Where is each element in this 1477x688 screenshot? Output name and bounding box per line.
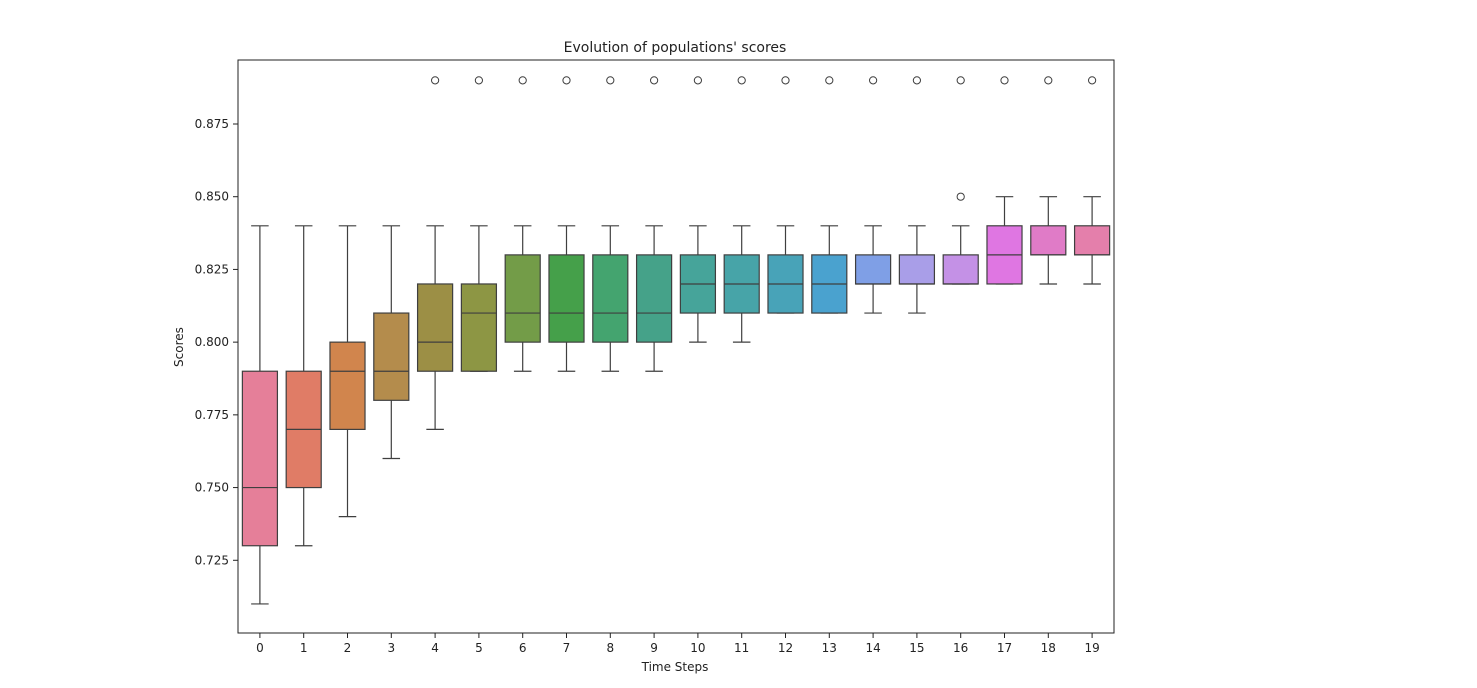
chart-title: Evolution of populations' scores <box>564 40 787 56</box>
y-tick-label: 0.775 <box>195 408 229 422</box>
x-tick-label: 0 <box>256 641 264 655</box>
box-body <box>241 370 279 547</box>
x-tick-label: 7 <box>563 641 571 655</box>
x-tick-label: 19 <box>1084 641 1099 655</box>
box-group <box>1030 76 1067 285</box>
x-tick-label: 11 <box>734 641 749 655</box>
outlier-point <box>693 76 703 85</box>
outlier-point <box>956 192 965 201</box>
outlier-point <box>606 76 615 85</box>
box-body <box>1073 225 1111 256</box>
box-group <box>767 76 804 314</box>
outlier-point <box>956 76 965 85</box>
box-body <box>942 254 979 285</box>
plot-area <box>241 76 1111 605</box>
x-tick-label: 10 <box>690 641 705 655</box>
box-group <box>854 76 892 314</box>
y-tick-label: 0.875 <box>195 117 229 131</box>
outlier-point <box>474 76 483 85</box>
x-tick-label: 8 <box>606 641 614 655</box>
x-tick-label: 17 <box>997 641 1012 655</box>
box-body <box>329 341 366 430</box>
box-body <box>504 254 541 343</box>
box-body <box>854 254 892 285</box>
box-group <box>241 225 279 605</box>
outlier-point <box>650 76 659 85</box>
x-tick-label: 18 <box>1041 641 1056 655</box>
box-body <box>635 254 673 343</box>
box-group <box>723 76 760 343</box>
x-tick-label: 9 <box>650 641 658 655</box>
x-tick-label: 1 <box>300 641 308 655</box>
box-group <box>416 76 454 430</box>
outlier-point <box>825 76 834 85</box>
x-tick-label: 14 <box>865 641 880 655</box>
box-group <box>898 76 936 314</box>
box-group <box>329 225 366 518</box>
box-body <box>592 254 629 343</box>
x-axis-label: Time Steps <box>641 660 709 674</box>
box-body <box>548 254 585 343</box>
x-tick-label: 6 <box>519 641 527 655</box>
outlier-point <box>431 76 440 85</box>
box-group <box>635 76 673 372</box>
box-group <box>679 76 717 343</box>
box-body <box>460 283 498 372</box>
outlier-point <box>869 76 878 85</box>
plot-frame <box>237 59 1115 634</box>
y-tick-label: 0.825 <box>195 262 229 276</box>
box-group <box>504 76 541 372</box>
box-body <box>898 254 936 285</box>
y-tick-label: 0.725 <box>195 553 229 567</box>
box-group <box>460 76 498 372</box>
y-axis-label: Scores <box>172 327 186 367</box>
box-group <box>811 76 848 314</box>
x-axis: 0 1 2 3 4 5 6 7 8 9 10 11 12 13 14 15 16 17 18 19 <box>256 633 1100 655</box>
outlier-point <box>912 76 922 85</box>
outlier-point <box>1044 76 1053 85</box>
x-tick-label: 12 <box>778 641 793 655</box>
x-tick-label: 15 <box>909 641 924 655</box>
outlier-point <box>1088 76 1097 85</box>
box-group <box>986 76 1023 285</box>
outlier-point <box>737 76 746 85</box>
x-tick-label: 3 <box>387 641 395 655</box>
box-group <box>548 76 585 372</box>
outlier-point <box>1000 76 1009 85</box>
outlier-point <box>562 76 571 85</box>
box-group <box>1073 76 1111 285</box>
y-axis: 0.725 0.750 0.775 0.800 0.825 0.850 0.875 <box>195 117 238 567</box>
y-tick-label: 0.800 <box>195 335 229 349</box>
box-body <box>373 312 410 401</box>
x-tick-label: 4 <box>431 641 439 655</box>
x-tick-label: 5 <box>475 641 483 655</box>
outlier-point <box>781 76 790 85</box>
box-group <box>942 76 979 285</box>
x-tick-label: 2 <box>344 641 352 655</box>
box-group <box>373 225 410 460</box>
outlier-point <box>518 76 527 85</box>
box-body <box>1030 225 1067 256</box>
x-tick-label: 13 <box>822 641 837 655</box>
y-tick-label: 0.750 <box>195 481 229 495</box>
x-tick-label: 16 <box>953 641 968 655</box>
box-group <box>285 225 322 547</box>
box-body <box>416 283 454 372</box>
box-group <box>592 76 629 372</box>
y-tick-label: 0.850 <box>195 190 229 204</box>
